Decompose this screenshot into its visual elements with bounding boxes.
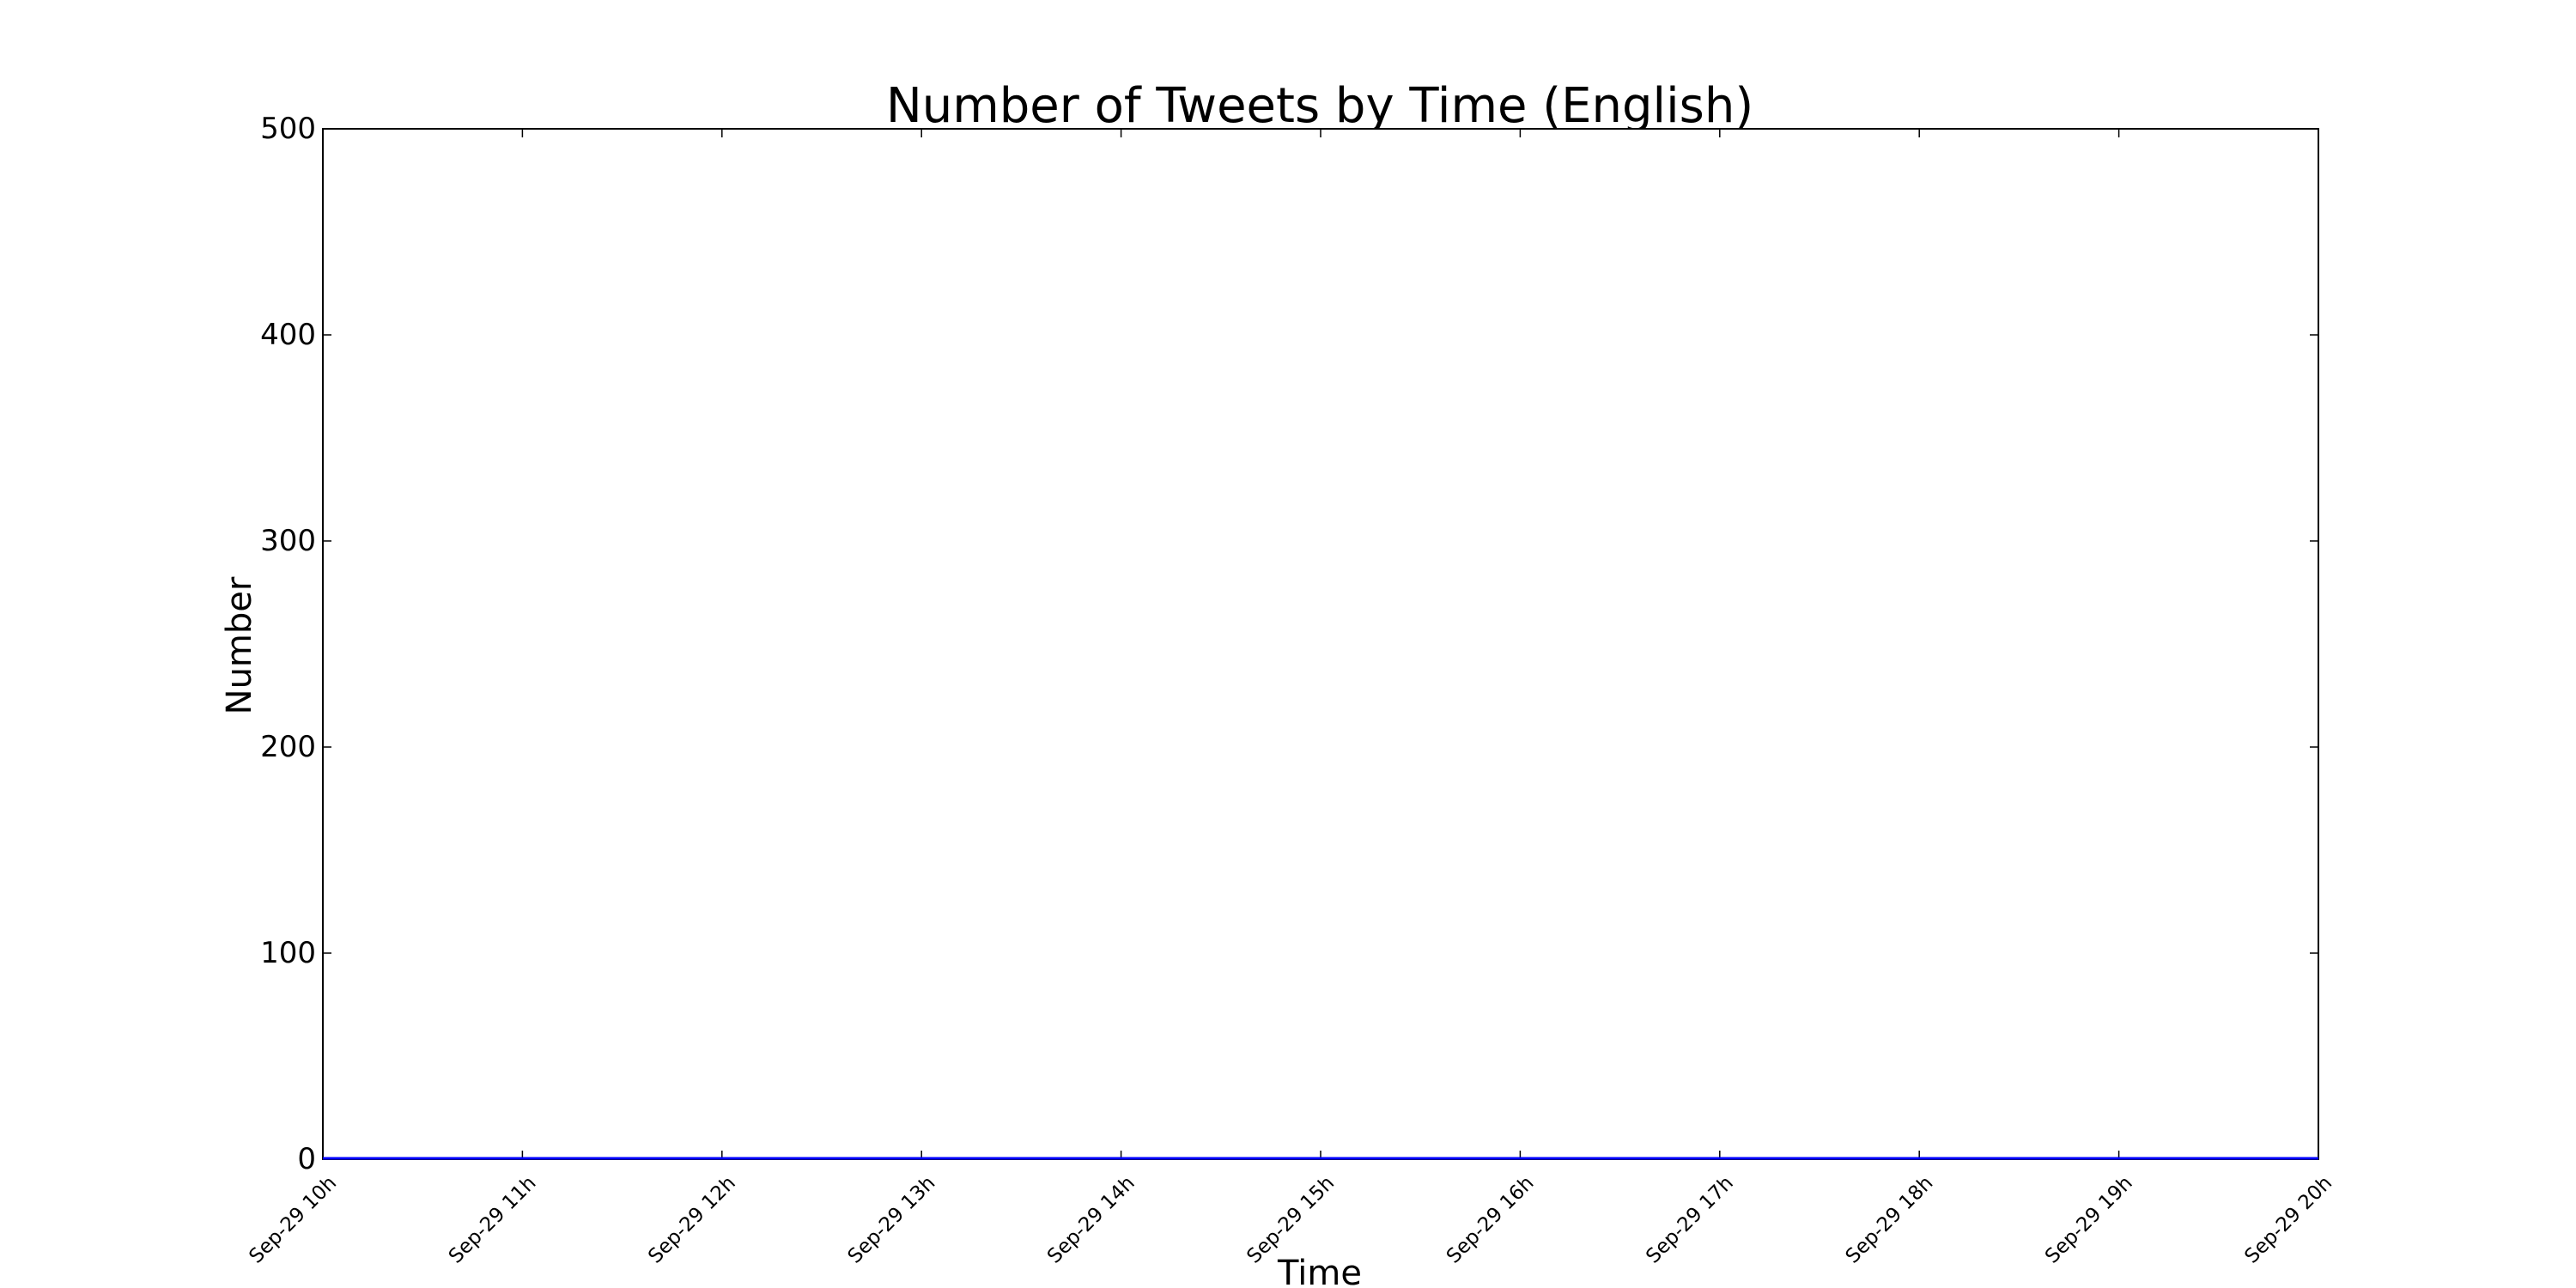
chart-title: Number of Tweets by Time (English) — [886, 78, 1753, 134]
x-tick-label: Sep-29 12h — [644, 1172, 740, 1268]
y-axis-label: Number — [220, 576, 259, 714]
y-tick-label: 100 — [260, 936, 316, 970]
x-tick-label: Sep-29 17h — [1642, 1172, 1738, 1268]
x-tick-label: Sep-29 16h — [1443, 1172, 1539, 1268]
y-axis: 0 100 200 300 400 500 — [260, 112, 2318, 1176]
y-tick-label: 0 — [297, 1142, 316, 1176]
y-tick-label: 400 — [260, 318, 316, 352]
x-tick-label: Sep-29 20h — [2240, 1172, 2336, 1268]
y-tick-label: 500 — [260, 112, 316, 146]
x-tick-label: Sep-29 13h — [844, 1172, 940, 1268]
x-tick-label: Sep-29 18h — [1842, 1172, 1938, 1268]
x-tick-label: Sep-29 19h — [2041, 1172, 2137, 1268]
y-tick-label: 200 — [260, 730, 316, 764]
x-tick-label: Sep-29 11h — [445, 1172, 541, 1268]
x-tick-label: Sep-29 10h — [245, 1172, 341, 1268]
plot-area — [322, 128, 2319, 1160]
x-tick-label: Sep-29 14h — [1043, 1172, 1139, 1268]
x-axis-label: Time — [1277, 1254, 1362, 1288]
y-tick-label: 300 — [260, 524, 316, 558]
